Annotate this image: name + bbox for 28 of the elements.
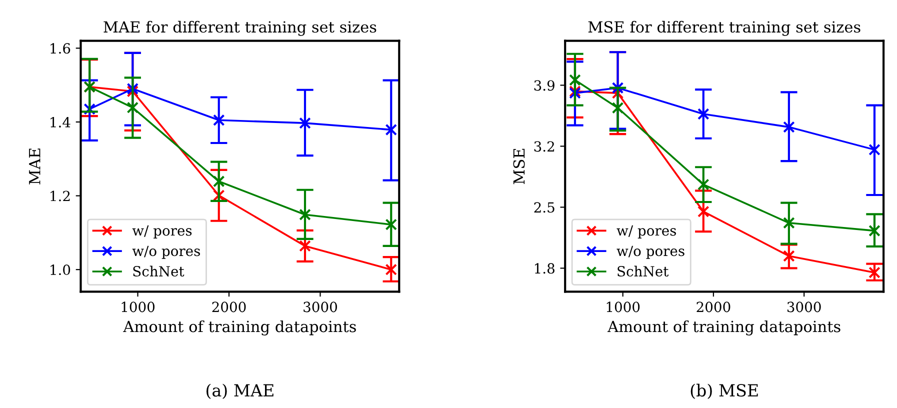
legend-label: w/ pores: [132, 225, 192, 238]
x-tick-label: 1000: [606, 302, 640, 312]
y-tick-label: 1.6: [50, 43, 70, 54]
x-axis-title: Amount of training datapoints: [607, 320, 840, 336]
x-tick-label: 2000: [212, 302, 246, 312]
y-tick-label: 1.0: [50, 264, 70, 276]
x-axis-title: Amount of training datapoints: [123, 320, 356, 336]
y-tick-label: 3.9: [534, 80, 554, 91]
y-tick-label: 1.2: [50, 190, 70, 202]
y-tick-label: 3.2: [534, 141, 554, 152]
text: (a) MAE: [206, 384, 274, 399]
x-tick-label: 3000: [304, 302, 337, 312]
chart-title: MSE for different training set sizes: [588, 20, 860, 36]
y-tick-label: 2.5: [534, 202, 554, 213]
legend-label: w/o pores: [616, 246, 684, 259]
x-tick-label: 2000: [696, 302, 730, 312]
text: (b) MSE: [690, 384, 758, 399]
legend-label: SchNet: [618, 266, 669, 277]
legend-label: SchNet: [133, 266, 184, 277]
y-tick-label: 1.8: [534, 263, 554, 274]
x-tick-label: 1000: [122, 302, 155, 312]
x-tick-label: 3000: [787, 302, 821, 312]
legend-label: w/o pores: [132, 246, 200, 259]
y-axis-title: MSE: [513, 148, 525, 184]
legend-label: w/ pores: [616, 225, 676, 238]
chart-title: MAE for different training set sizes: [104, 20, 376, 36]
y-tick-label: 1.4: [50, 116, 70, 128]
y-axis-title: MAE: [29, 148, 40, 184]
